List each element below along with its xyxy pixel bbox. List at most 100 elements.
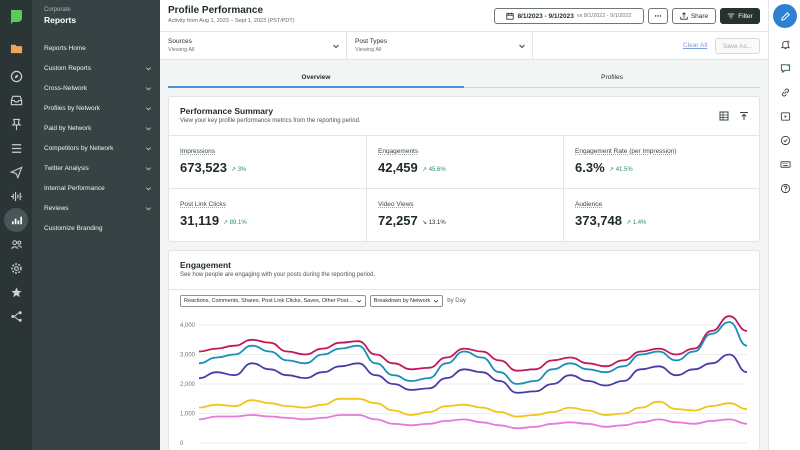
compass-icon[interactable] <box>7 67 25 85</box>
sidebar-item-label: Reports Home <box>44 44 86 52</box>
sidebar-item[interactable]: Cross-Network <box>44 81 152 95</box>
series-line-1[interactable] <box>198 321 748 385</box>
metric-tile: Post Link Clicks 31,119 ↗ 89.1% <box>169 188 366 241</box>
metric-delta-value: 89.1% <box>229 220 247 226</box>
reports-icon[interactable] <box>4 208 28 232</box>
star-icon[interactable] <box>7 283 25 301</box>
chevron-down-icon <box>146 186 151 190</box>
chevron-down-icon <box>146 206 151 210</box>
metric-label[interactable]: Impressions <box>180 148 216 155</box>
hierarchy-icon[interactable] <box>7 307 25 325</box>
sidebar-item[interactable]: Competitors by Network <box>44 141 152 155</box>
post-types-filter[interactable]: Post Types Viewing All <box>347 32 533 60</box>
sidebar-super-title: Corporate <box>44 7 71 13</box>
metric-select[interactable]: Reactions, Comments, Shares, Post Link C… <box>180 295 366 307</box>
filter-label: Filter <box>738 12 753 20</box>
metric-value: 673,523 <box>180 160 227 175</box>
folder-icon[interactable] <box>7 39 25 57</box>
pin-icon[interactable] <box>7 115 25 133</box>
date-compare: vs 8/1/2022 - 9/1/2022 <box>576 13 632 19</box>
metric-value: 72,257 <box>378 213 418 228</box>
list-icon[interactable] <box>7 139 25 157</box>
compose-button[interactable] <box>773 4 797 28</box>
sidebar-item[interactable]: Customize Branding <box>44 221 152 235</box>
save-as-button[interactable]: Save As... <box>715 38 760 54</box>
sidebar-item[interactable]: Paid by Network <box>44 121 152 135</box>
sidebar-item[interactable]: Internal Performance <box>44 181 152 195</box>
compose-icon <box>780 11 790 21</box>
tab-overview[interactable]: Overview <box>168 68 464 88</box>
chevron-down-icon <box>146 66 151 70</box>
sidebar-item[interactable]: Reports Home <box>44 41 152 55</box>
metric-label[interactable]: Engagement Rate (per Impression) <box>575 148 677 155</box>
people-icon[interactable] <box>7 235 25 253</box>
metric-tile: Audience 373,748 ↗ 1.4% <box>563 188 760 241</box>
engagement-subtitle: See how people are engaging with your po… <box>180 272 376 278</box>
series-line-0[interactable] <box>198 315 748 372</box>
share-button[interactable]: Share <box>672 8 716 24</box>
post-types-filter-value: Viewing All <box>355 47 382 53</box>
y-tick-label: 1,000 <box>180 412 196 418</box>
help-icon[interactable] <box>778 181 792 195</box>
table-view-icon[interactable] <box>719 111 729 121</box>
metric-delta: ↗ 1.4% <box>626 219 646 226</box>
bell-icon[interactable] <box>778 37 792 51</box>
metric-delta-value: 3% <box>237 167 247 173</box>
chevron-down-icon <box>146 146 151 150</box>
export-icon[interactable] <box>739 111 749 121</box>
sources-filter[interactable]: Sources Viewing All <box>160 32 347 60</box>
series-line-4[interactable] <box>198 414 748 430</box>
filter-button[interactable]: Filter <box>720 8 760 24</box>
metric-tile: Engagements 42,459 ↗ 45.6% <box>366 135 563 188</box>
sidebar-item[interactable]: Reviews <box>44 201 152 215</box>
sidebar-title: Reports <box>44 15 77 25</box>
metric-label[interactable]: Engagements <box>378 148 419 155</box>
arrow-up-icon: ↗ <box>223 220 230 226</box>
metric-delta: ↗ 45.6% <box>422 166 446 173</box>
metric-tile: Video Views 72,257 ↘ 13.1% <box>366 188 563 241</box>
metric-delta: ↗ 89.1% <box>223 219 247 226</box>
link-icon[interactable] <box>778 85 792 99</box>
metric-value: 31,119 <box>180 213 220 228</box>
audio-wave-icon[interactable] <box>7 187 25 205</box>
report-tabs: Overview Profiles <box>168 68 760 88</box>
more-options-button[interactable] <box>648 8 668 24</box>
checkmark-badge-icon[interactable] <box>778 133 792 147</box>
chevron-down-icon <box>146 126 151 130</box>
keyboard-icon[interactable] <box>778 157 792 171</box>
sidebar-item-label: Custom Reports <box>44 64 91 72</box>
inbox-icon[interactable] <box>7 91 25 109</box>
sidebar-item[interactable]: Profiles by Network <box>44 101 152 115</box>
clear-all-link[interactable]: Clear All <box>683 42 708 49</box>
sidebar-item[interactable]: Custom Reports <box>44 61 152 75</box>
sidebar-item[interactable]: Twitter Analysis <box>44 161 152 175</box>
series-line-3[interactable] <box>198 397 748 418</box>
send-icon[interactable] <box>7 163 25 181</box>
date-range-button[interactable]: 8/1/2023 - 9/1/2023 vs 8/1/2022 - 9/1/20… <box>494 8 644 24</box>
metric-tile: Engagement Rate (per Impression) 6.3% ↗ 41… <box>563 135 760 188</box>
logo-icon[interactable] <box>9 8 23 24</box>
series-line-2[interactable] <box>198 353 748 394</box>
sidebar-item-label: Paid by Network <box>44 124 92 132</box>
main-content: Profile Performance Activity from Aug 1,… <box>160 0 768 450</box>
engagement-line-chart: 0 1,000 2,000 3,000 4,000 <box>180 315 748 447</box>
metric-label[interactable]: Audience <box>575 201 603 208</box>
message-icon[interactable] <box>778 61 792 75</box>
tab-profiles[interactable]: Profiles <box>464 68 760 88</box>
page-subtitle: Activity from Aug 1, 2023 – Sept 1, 2023… <box>168 18 295 24</box>
sources-filter-value: Viewing All <box>168 47 195 53</box>
video-icon[interactable] <box>778 109 792 123</box>
share-label: Share <box>690 12 709 20</box>
page-title: Profile Performance <box>168 5 264 16</box>
share-icon <box>680 12 688 20</box>
chevron-down-icon <box>146 166 151 170</box>
metric-label[interactable]: Post Link Clicks <box>180 201 226 208</box>
breakdown-select[interactable]: Breakdown by Network <box>369 295 444 307</box>
metric-delta: ↗ 3% <box>231 166 246 173</box>
summary-subtitle: View your key profile performance metric… <box>180 118 361 124</box>
metric-label[interactable]: Video Views <box>378 201 414 208</box>
gear-icon[interactable] <box>7 259 25 277</box>
sources-filter-label: Sources <box>168 38 192 45</box>
sidebar-item-label: Profiles by Network <box>44 104 100 112</box>
date-range: 8/1/2023 - 9/1/2023 <box>517 12 574 20</box>
